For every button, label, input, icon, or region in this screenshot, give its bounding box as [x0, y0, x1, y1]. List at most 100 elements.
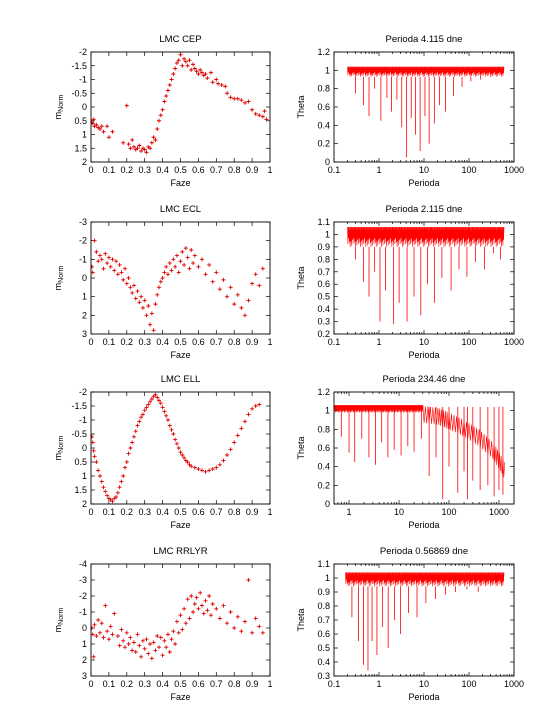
- data-point: [180, 63, 185, 68]
- y-tick-label: 0: [325, 499, 330, 509]
- x-tick-label: 0.5: [174, 337, 187, 347]
- data-point: [121, 277, 126, 282]
- data-point: [242, 100, 247, 105]
- data-point: [167, 423, 172, 428]
- data-point: [155, 634, 160, 638]
- data-point: [217, 287, 222, 292]
- x-tick-label: 0.3: [138, 165, 151, 175]
- data-point: [201, 611, 206, 616]
- x-tick-label: 0.8: [228, 337, 241, 347]
- data-point: [101, 485, 106, 490]
- data-point: [199, 70, 204, 75]
- plot-area: [347, 66, 505, 158]
- data-point: [228, 95, 233, 100]
- data-point: [250, 107, 255, 112]
- data-point: [239, 98, 244, 103]
- data-point: [250, 281, 255, 286]
- plot-area: [334, 405, 505, 500]
- plot-area: [91, 238, 265, 333]
- data-point: [105, 124, 110, 129]
- x-tick-label: 10: [419, 679, 429, 689]
- data-point: [235, 96, 240, 101]
- y-tick-label: -2: [79, 47, 87, 57]
- y-tick-label: 1.5: [74, 485, 87, 495]
- data-point: [194, 69, 199, 74]
- y-tick-label: 0.4: [317, 304, 330, 314]
- data-point: [171, 257, 176, 262]
- data-point: [115, 272, 120, 277]
- data-point: [119, 270, 124, 275]
- data-point: [148, 322, 153, 327]
- data-point: [225, 621, 230, 626]
- data-point: [149, 397, 154, 401]
- data-point: [232, 440, 237, 445]
- data-point: [108, 264, 113, 269]
- x-tick-label: 0.7: [210, 507, 223, 517]
- data-point: [228, 447, 233, 452]
- data-point: [214, 606, 219, 611]
- data-point: [112, 268, 117, 273]
- y-tick-label: 1: [325, 229, 330, 239]
- x-tick-label: 0.1: [328, 165, 341, 175]
- x-tick-label: 0.7: [210, 679, 223, 689]
- data-point: [171, 72, 176, 76]
- x-tick-label: 0.4: [156, 337, 169, 347]
- x-tick-label: 100: [461, 165, 476, 175]
- data-point: [91, 264, 94, 269]
- y-tick-label: 0.6: [317, 279, 330, 289]
- data-point: [262, 109, 267, 114]
- data-point: [191, 62, 196, 67]
- data-point: [246, 578, 251, 582]
- data-point: [242, 619, 247, 624]
- data-point: [219, 83, 224, 87]
- data-point: [144, 150, 149, 155]
- data-point: [94, 460, 99, 464]
- data-point: [174, 253, 179, 258]
- y-tick-label: 0.2: [317, 480, 330, 490]
- y-axis-label-subscript: Norm: [58, 95, 65, 112]
- data-point: [101, 129, 106, 134]
- data-point: [149, 140, 154, 145]
- y-tick-label: 0: [82, 102, 87, 112]
- data-point: [183, 246, 188, 251]
- data-point: [148, 642, 153, 646]
- y-tick-label: 0.4: [317, 462, 330, 472]
- data-point: [182, 606, 187, 611]
- data-point: [92, 622, 97, 627]
- x-tick-label: 0.8: [228, 165, 241, 175]
- x-tick-label: 0.6: [192, 337, 205, 347]
- data-point: [146, 402, 151, 407]
- y-axis-label: Theta: [296, 266, 306, 289]
- data-point: [187, 266, 192, 271]
- data-point: [207, 468, 212, 473]
- data-point: [253, 404, 258, 408]
- data-point: [192, 253, 197, 258]
- axes-frame: [90, 391, 271, 505]
- data-point: [235, 614, 240, 619]
- data-point: [216, 81, 221, 86]
- data-point: [99, 257, 104, 262]
- data-point: [142, 147, 147, 152]
- chart-title: Perioda 4.115 dne: [386, 34, 463, 45]
- data-point: [162, 409, 167, 414]
- data-point: [153, 392, 158, 397]
- data-point: [187, 58, 192, 63]
- data-point: [207, 594, 212, 598]
- y-axis-label-main: Theta: [296, 608, 306, 631]
- y-tick-label: 0.9: [317, 587, 330, 597]
- axes-frame: [333, 563, 515, 677]
- chart-ecl-phase: LMC ECL 0 0.1 0.2 0.3 0.4 0.5 0.6 0.7 0.8 0.9 1 -3 -2…: [53, 204, 273, 360]
- y-tick-label: 0.6: [317, 102, 330, 112]
- x-tick-label: 0.6: [192, 165, 205, 175]
- data-point: [246, 99, 251, 104]
- data-point: [164, 94, 169, 98]
- periodogram-band: [345, 572, 505, 587]
- data-point: [242, 313, 247, 318]
- x-tick-label: 0.3: [138, 337, 151, 347]
- data-point: [99, 124, 104, 129]
- y-tick-label: 0.6: [317, 443, 330, 453]
- data-point: [96, 468, 101, 473]
- data-point: [133, 650, 138, 654]
- data-point: [257, 402, 262, 407]
- data-point: [94, 249, 99, 254]
